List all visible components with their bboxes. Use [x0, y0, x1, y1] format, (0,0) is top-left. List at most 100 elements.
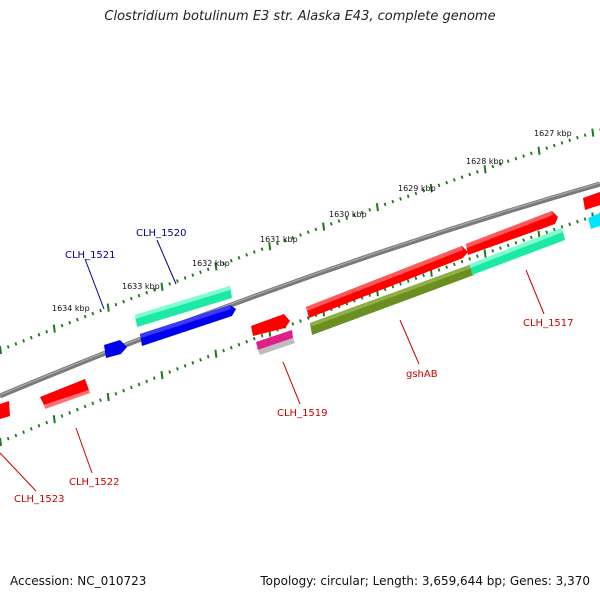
outer-tick-19 — [145, 290, 149, 295]
outer-tick-56 — [429, 183, 433, 193]
inner-tick-52 — [399, 282, 402, 286]
gene-clh-1523[interactable] — [0, 401, 10, 419]
outer-tick-13 — [99, 308, 102, 313]
scale-label-1630: 1630 kbp — [329, 210, 367, 219]
outer-tick-36 — [276, 241, 279, 246]
topology-summary-text: Topology: circular; Length: 3,659,644 bp… — [260, 574, 590, 588]
gene-clh-1522[interactable] — [40, 379, 90, 409]
outer-tick-69 — [529, 151, 533, 156]
gene-cyan-1627[interactable] — [588, 213, 600, 229]
inner-tick-32 — [245, 339, 249, 344]
scale-label-1633: 1633 kbp — [122, 282, 160, 291]
outer-tick-35 — [268, 242, 272, 251]
outer-tick-38 — [291, 236, 295, 240]
inner-tick-0 — [0, 437, 2, 447]
gene-red-1631[interactable] — [251, 314, 290, 336]
inner-tick-25 — [191, 361, 195, 365]
outer-tick-11 — [83, 314, 87, 319]
outer-tick-17 — [129, 296, 133, 301]
inner-tick-67 — [514, 241, 518, 245]
inner-tick-69 — [529, 235, 533, 240]
outer-tick-57 — [437, 183, 441, 188]
inner-tick-21 — [160, 370, 164, 380]
outer-tick-24 — [183, 276, 187, 280]
outer-tick-29 — [222, 261, 225, 266]
outer-tick-61 — [468, 172, 472, 177]
inner-tick-64 — [491, 249, 495, 253]
outer-tick-12 — [91, 311, 95, 316]
outer-tick-74 — [568, 138, 572, 143]
leader-clh-1522 — [75, 427, 93, 474]
outer-tick-33 — [252, 250, 256, 254]
outer-tick-39 — [299, 233, 302, 237]
outer-tick-73 — [560, 141, 564, 145]
gene-red-1628[interactable] — [466, 211, 558, 255]
outer-tick-59 — [452, 178, 456, 182]
outer-tick-9 — [68, 320, 72, 325]
leader-clh-1521 — [84, 258, 105, 310]
inner-tick-73 — [560, 225, 564, 229]
outer-tick-6 — [45, 329, 49, 334]
outer-tick-43 — [329, 222, 333, 226]
gene-clh-1519[interactable] — [256, 330, 295, 355]
gene-blue-forward[interactable] — [140, 305, 236, 346]
inner-tick-10 — [76, 407, 79, 412]
outer-tick-30 — [229, 258, 233, 263]
gene-clh-1517[interactable] — [470, 228, 565, 275]
accession-text: Accession: NC_010723 — [10, 574, 147, 588]
outer-tick-22 — [168, 282, 172, 286]
outer-tick-1 — [6, 345, 10, 349]
outer-tick-23 — [176, 279, 179, 283]
inner-tick-62 — [476, 254, 479, 258]
inner-tick-53 — [406, 279, 410, 283]
gene-clh-1521[interactable] — [104, 340, 127, 358]
genome-backbone — [0, 181, 600, 399]
inner-tick-20 — [152, 376, 156, 380]
inner-tick-74 — [568, 222, 572, 227]
outer-tick-70 — [537, 146, 541, 155]
outer-tick-47 — [360, 210, 364, 215]
inner-tick-31 — [237, 342, 241, 347]
inner-tick-4 — [29, 427, 33, 431]
scale-label-1629: 1629 kbp — [398, 184, 436, 193]
outer-tick-76 — [583, 133, 587, 137]
inner-tick-28 — [214, 349, 218, 358]
leader-clh-1517 — [525, 269, 545, 315]
outer-tick-48 — [368, 208, 372, 212]
page-title: Clostridium botulinum E3 str. Alaska E43… — [104, 9, 496, 24]
outer-tick-53 — [406, 194, 410, 198]
inner-tick-75 — [576, 219, 579, 224]
inner-tick-39 — [299, 319, 302, 323]
gene-red-1630[interactable] — [306, 246, 468, 318]
outer-tick-2 — [14, 342, 18, 346]
outer-tick-32 — [245, 253, 249, 257]
inner-tick-19 — [145, 379, 149, 384]
gene-gshab[interactable] — [310, 264, 474, 335]
inner-scale-ticks — [0, 212, 600, 447]
inner-tick-51 — [391, 284, 395, 289]
inner-tick-34 — [260, 333, 264, 338]
inner-tick-54 — [414, 276, 418, 280]
gene-clh-1520[interactable] — [135, 286, 232, 327]
outer-tick-41 — [314, 227, 318, 232]
outer-tick-26 — [199, 270, 202, 274]
inner-tick-6 — [45, 420, 49, 425]
outer-tick-27 — [206, 267, 210, 272]
inner-tick-57 — [437, 268, 441, 272]
outer-tick-7 — [52, 324, 56, 333]
outer-tick-4 — [29, 335, 33, 340]
leader-gshab — [399, 319, 420, 365]
inner-tick-8 — [60, 414, 64, 418]
outer-tick-50 — [383, 202, 387, 207]
leader-clh-1520 — [156, 239, 177, 285]
inner-tick-76 — [583, 217, 587, 221]
gene-red-1627[interactable] — [583, 192, 600, 210]
inner-tick-5 — [37, 423, 41, 428]
scale-label-1634: 1634 kbp — [52, 304, 90, 313]
outer-tick-77 — [591, 128, 595, 137]
outer-tick-45 — [345, 216, 349, 220]
inner-tick-60 — [460, 259, 464, 264]
outer-scale-ticks — [0, 128, 600, 355]
outer-tick-58 — [445, 180, 449, 185]
outer-tick-51 — [391, 199, 395, 204]
